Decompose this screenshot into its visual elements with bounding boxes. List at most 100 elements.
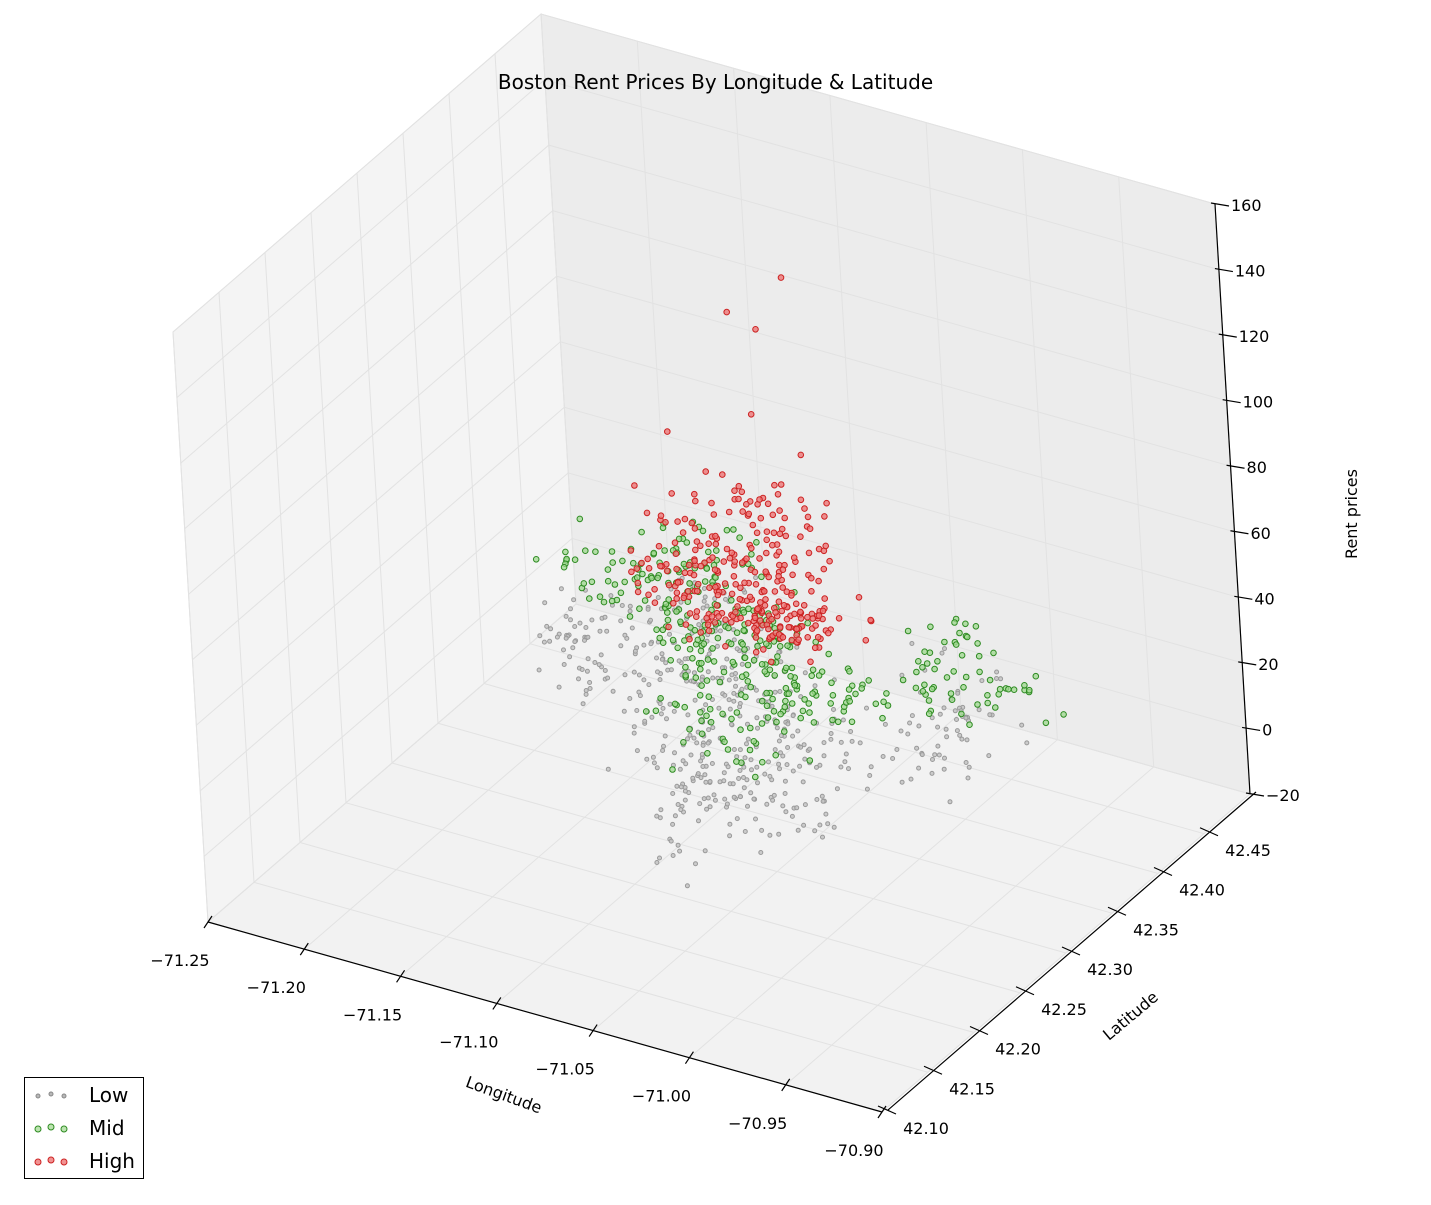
z-axis-tick [1214,267,1233,273]
data-point-mid [972,623,980,630]
data-point-high [645,591,652,599]
data-point-low [692,697,698,703]
data-point-low [678,807,684,813]
data-point-low [798,694,804,700]
legend-item-low: Low [25,1080,143,1110]
data-point-mid [754,643,761,650]
data-point-mid [750,738,758,745]
data-point-high [728,590,736,598]
data-point-high [805,549,813,557]
data-point-high [781,514,789,522]
data-point-mid [782,697,789,705]
data-point-low [631,724,637,730]
data-point-low [629,625,635,631]
data-point-low [722,796,728,802]
data-point-mid [931,665,938,673]
z-tick-label: 120 [1239,327,1270,346]
data-point-low [641,642,647,648]
data-point-mid [720,668,728,676]
data-point-high [819,607,827,615]
data-point-high [797,496,805,504]
data-point-mid [941,638,948,646]
data-point-mid [745,605,752,613]
data-point-high [762,568,770,576]
data-point-low [807,746,813,752]
data-point-low [721,770,727,776]
data-point-high [691,557,698,565]
data-point-low [568,617,573,623]
data-point-mid [848,718,856,726]
data-point-low [589,617,595,623]
data-point-mid [986,676,994,684]
chart-title: Boston Rent Prices By Longitude & Latitu… [497,70,934,94]
data-point-low [664,716,669,722]
data-point-low [776,738,782,744]
data-point-low [727,706,733,712]
data-point-low [699,751,705,757]
data-point-low [736,776,742,781]
data-point-low [655,595,661,600]
data-point-high [749,521,757,529]
data-point-low [908,776,914,782]
data-point-low [744,741,749,747]
data-point-low [789,813,795,819]
data-point-high [777,481,785,488]
data-point-low [685,668,691,674]
data-point-high [657,562,664,570]
data-point-mid [691,627,699,634]
data-point-low [701,586,707,591]
data-point-mid [611,581,619,588]
data-point-low [582,637,587,643]
data-point-mid [808,672,816,680]
y-axis-tick [1153,866,1173,877]
data-point-mid [758,697,766,705]
z-tick-label: 40 [1254,589,1274,608]
data-point-mid [858,685,866,692]
data-point-mid [723,526,731,534]
data-point-low [821,740,827,746]
data-point-low [919,752,925,758]
data-point-low [637,693,643,699]
data-point-high [767,658,775,666]
data-point-high [734,603,741,610]
data-point-high [748,544,755,552]
data-point-high [705,540,713,548]
data-point-high [692,546,699,554]
data-point-high [731,487,738,495]
data-point-high [753,627,761,634]
data-point-high [763,528,771,536]
data-point-mid [758,573,765,581]
data-point-high [741,579,748,587]
data-point-high [680,594,688,602]
z-axis-tick [1226,464,1245,469]
data-point-mid [698,659,705,667]
data-point-low [748,757,754,763]
data-point-high [788,592,795,599]
data-point-high [760,646,767,653]
data-point-high [797,533,804,541]
data-point-low [848,729,854,734]
data-point-high [808,574,815,582]
data-point-low [976,707,982,713]
data-point-mid [960,684,967,691]
data-point-mid [707,718,715,726]
data-point-low [650,754,656,760]
data-point-mid [974,640,981,647]
data-point-low [909,641,915,646]
data-point-low [580,701,586,707]
data-point-mid [926,649,934,657]
data-point-low [929,770,935,776]
data-point-mid [664,616,672,624]
data-point-low [704,603,710,609]
data-point-mid [677,618,684,626]
data-point-low [670,821,676,827]
data-point-high [643,509,651,517]
data-point-low [726,697,732,703]
data-point-mid [829,692,837,699]
data-point-low [563,635,569,641]
data-point-low [605,766,611,772]
grid-line-z [192,341,1235,661]
data-point-high [719,471,726,478]
grid-line-z [207,603,1251,923]
z-axis-tick [1245,792,1265,797]
